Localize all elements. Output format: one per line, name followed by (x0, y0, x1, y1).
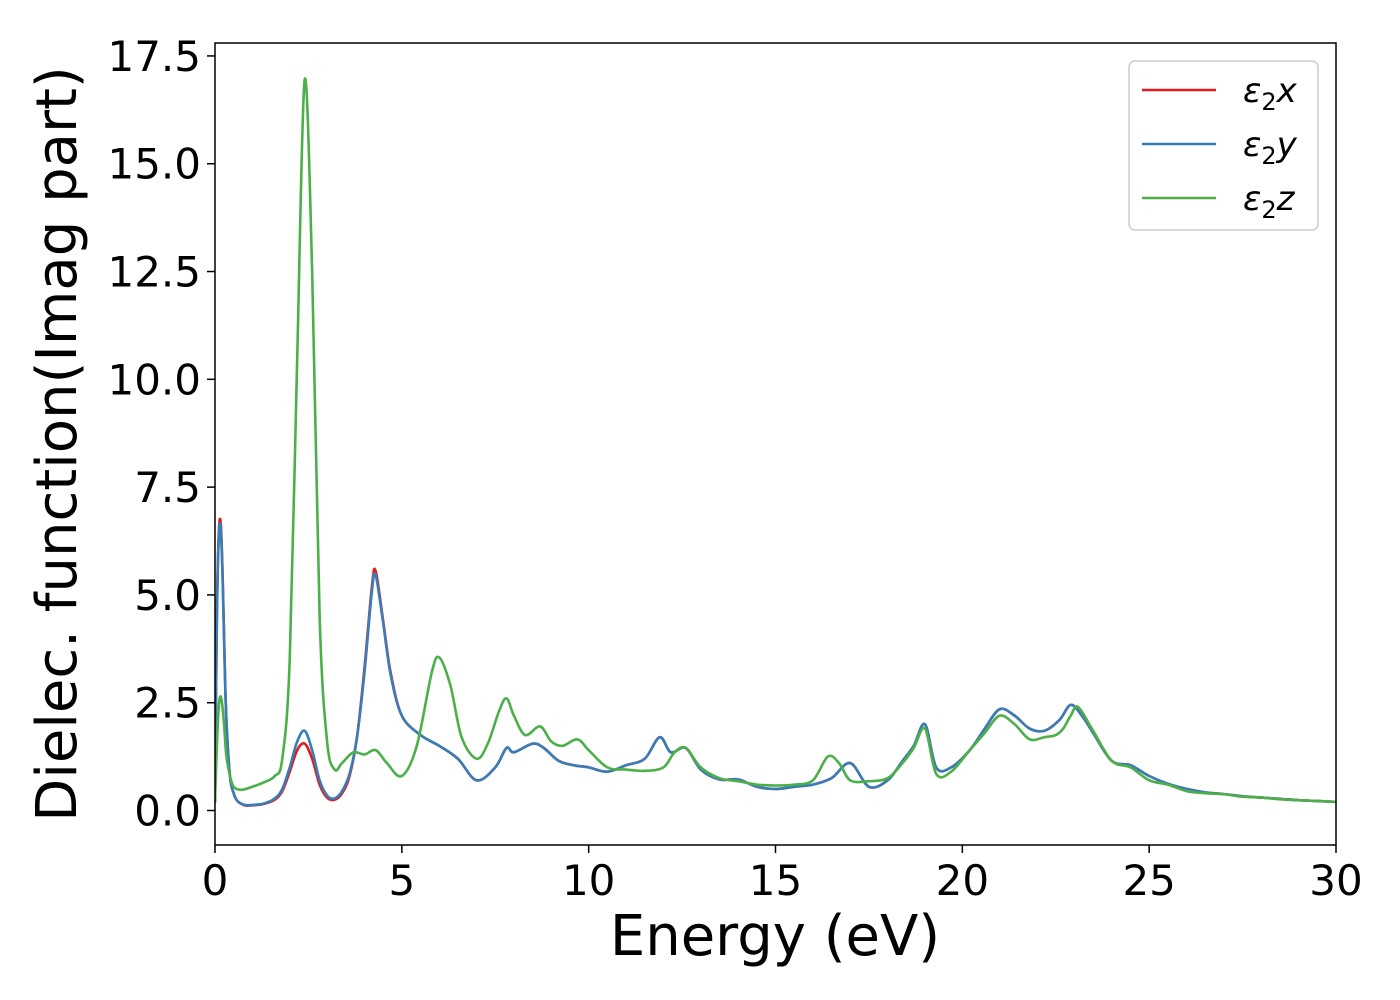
y-tick-label: 15.0 (107, 140, 201, 189)
y-tick-label: 7.5 (134, 463, 201, 512)
x-tick-label: 15 (749, 856, 802, 905)
series-line-y (215, 521, 1336, 807)
y-tick-label: 12.5 (107, 248, 201, 297)
y-tick-label: 5.0 (134, 571, 201, 620)
legend-label-variable: z (1276, 179, 1296, 219)
legend-label-z: ε2z (1243, 179, 1296, 224)
x-tick-label: 30 (1309, 856, 1362, 905)
y-tick-label: 0.0 (134, 787, 201, 836)
legend-label-variable: x (1276, 71, 1298, 111)
y-tick-label: 10.0 (107, 355, 201, 404)
legend-frame (1128, 60, 1319, 231)
series-layer (215, 77, 1336, 808)
legend-label-base: ε (1243, 125, 1261, 165)
legend-label-base: ε (1243, 71, 1261, 111)
x-tick-label: 0 (202, 856, 229, 905)
legend-label-base: ε (1243, 179, 1261, 219)
x-tick-label: 20 (936, 856, 989, 905)
legend-label-subscript: 2 (1261, 88, 1276, 116)
series-line-z (215, 77, 1336, 804)
x-axis: 0 5 10 15 20 25 30 (202, 845, 1363, 905)
y-axis: 0.0 2.5 5.0 7.5 10.0 12.5 15.0 17.5 (107, 32, 215, 836)
x-tick-label: 25 (1122, 856, 1175, 905)
legend-label-x: ε2x (1243, 71, 1298, 116)
y-axis-title: Dielec. function(Imag part) (25, 66, 90, 822)
legend-label-y: ε2y (1243, 125, 1298, 170)
legend-label-subscript: 2 (1261, 196, 1276, 224)
x-axis-title: Energy (eV) (610, 904, 940, 969)
legend-label-variable: y (1276, 125, 1298, 165)
x-tick-label: 5 (388, 856, 415, 905)
y-tick-label: 2.5 (134, 679, 201, 728)
x-tick-label: 10 (562, 856, 615, 905)
y-tick-label: 17.5 (107, 32, 201, 81)
legend-label-subscript: 2 (1261, 142, 1276, 170)
